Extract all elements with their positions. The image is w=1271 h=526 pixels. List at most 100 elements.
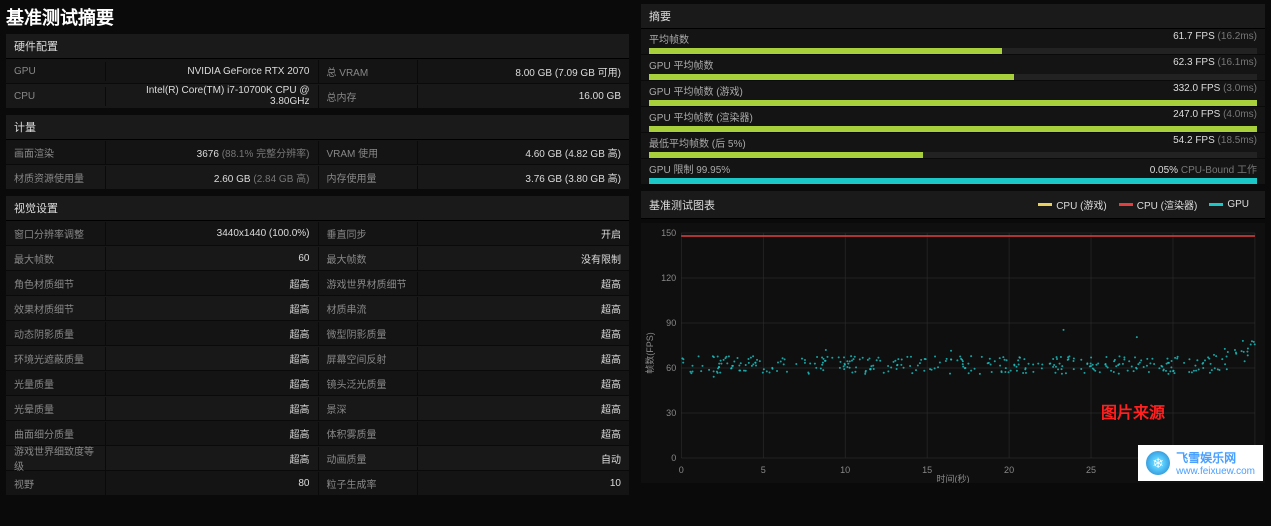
cell-value: 3676 (88.1% 完整分辨率) <box>106 141 318 164</box>
cell-label: 总 VRAM <box>318 60 418 83</box>
svg-text:0: 0 <box>679 465 684 475</box>
cell-value: 超高 <box>418 322 630 345</box>
legend-swatch <box>1119 203 1133 206</box>
svg-text:20: 20 <box>1004 465 1014 475</box>
cell-value: 超高 <box>418 297 630 320</box>
cell-label: 材质串流 <box>318 297 418 320</box>
cell-value: 超高 <box>106 372 318 395</box>
table-row: 光量质量超高镜头泛光质量超高 <box>6 371 629 396</box>
summary-header: 摘要 <box>641 4 1265 29</box>
bar-value: 54.2 FPS (18.5ms) <box>1173 135 1257 150</box>
cell-value: 8.00 GB (7.09 GB 可用) <box>418 60 630 83</box>
summary-bar: 最低平均帧数 (后 5%)54.2 FPS (18.5ms) <box>641 133 1265 159</box>
cell-label: VRAM 使用 <box>318 141 418 164</box>
cell-label: 景深 <box>318 397 418 420</box>
summary-bar: GPU 平均帧数 (游戏) 332.0 FPS (3.0ms) <box>641 81 1265 107</box>
table-row: 视野80粒子生成率10 <box>6 471 629 496</box>
table-row: GPUNVIDIA GeForce RTX 2070总 VRAM8.00 GB … <box>6 59 629 84</box>
chart-header: 基准测试图表 <box>649 197 715 213</box>
cell-value: 超高 <box>106 347 318 370</box>
cell-value: 超高 <box>106 297 318 320</box>
cell-value: 超高 <box>418 347 630 370</box>
watermark-site: ❄ 飞雪娱乐网 www.feixuew.com <box>1138 445 1263 481</box>
cell-value: 超高 <box>418 272 630 295</box>
cell-label: CPU <box>6 87 106 106</box>
cell-value: 2.60 GB (2.84 GB 高) <box>106 166 318 189</box>
bar-value: 61.7 FPS (16.2ms) <box>1173 31 1257 46</box>
chart-section: 基准测试图表 CPU (游戏)CPU (渲染器)GPU 030609012015… <box>641 191 1265 483</box>
table-row: 动态阴影质量超高微型阴影质量超高 <box>6 321 629 346</box>
bar-label: GPU 平均帧数 (渲染器) <box>649 109 753 124</box>
cell-label: 窗口分辨率调整 <box>6 222 106 245</box>
summary-bar: 平均帧数 61.7 FPS (16.2ms) <box>641 29 1265 55</box>
cell-label: GPU <box>6 62 106 81</box>
page-title: 基准测试摘要 <box>6 4 629 30</box>
legend-label: GPU <box>1227 199 1249 210</box>
bar-label: GPU 平均帧数 <box>649 57 713 72</box>
cell-label: 体积雾质量 <box>318 422 418 445</box>
visual-section: 视觉设置 窗口分辨率调整3440x1440 (100.0%)垂直同步开启最大帧数… <box>6 196 629 496</box>
summary-bar: GPU 限制 99.95% 0.05% CPU-Bound 工作 <box>641 159 1265 185</box>
cell-value: 超高 <box>106 272 318 295</box>
cell-label: 游戏世界材质细节 <box>318 272 418 295</box>
legend-label: CPU (游戏) <box>1056 197 1107 212</box>
metrics-header: 计量 <box>6 115 629 140</box>
cell-value: 80 <box>106 474 318 493</box>
bar-value: 62.3 FPS (16.1ms) <box>1173 57 1257 72</box>
table-row: CPUIntel(R) Core(TM) i7-10700K CPU @ 3.8… <box>6 84 629 109</box>
bar-label: GPU 限制 99.95% <box>649 161 730 176</box>
cell-label: 效果材质细节 <box>6 297 106 320</box>
hardware-section: 硬件配置 GPUNVIDIA GeForce RTX 2070总 VRAM8.0… <box>6 34 629 109</box>
cell-label: 最大帧数 <box>6 247 106 270</box>
table-row: 窗口分辨率调整3440x1440 (100.0%)垂直同步开启 <box>6 221 629 246</box>
table-row: 效果材质细节超高材质串流超高 <box>6 296 629 321</box>
table-row: 材质资源使用量2.60 GB (2.84 GB 高)内存使用量3.76 GB (… <box>6 165 629 190</box>
cell-label: 最大帧数 <box>318 247 418 270</box>
summary-bar: GPU 平均帧数 (渲染器) 247.0 FPS (4.0ms) <box>641 107 1265 133</box>
cell-value: 没有限制 <box>418 247 630 270</box>
cell-value: Intel(R) Core(TM) i7-10700K CPU @ 3.80GH… <box>106 81 318 111</box>
bar-label: GPU 平均帧数 (游戏) <box>649 83 743 98</box>
benchmark-chart: 030609012015005101520253035帧数(FPS)时间(秒) … <box>641 223 1265 483</box>
cell-label: 光晕质量 <box>6 397 106 420</box>
cell-label: 动画质量 <box>318 447 418 470</box>
cell-label: 环境光遮蔽质量 <box>6 347 106 370</box>
table-row: 最大帧数60最大帧数没有限制 <box>6 246 629 271</box>
bar-value: 332.0 FPS (3.0ms) <box>1173 83 1257 98</box>
svg-text:帧数(FPS): 帧数(FPS) <box>644 332 655 373</box>
legend-swatch <box>1209 203 1223 206</box>
cell-label: 垂直同步 <box>318 222 418 245</box>
hardware-header: 硬件配置 <box>6 34 629 59</box>
svg-text:时间(秒): 时间(秒) <box>936 473 969 483</box>
cell-label: 总内存 <box>318 85 418 108</box>
cell-value: 开启 <box>418 222 630 245</box>
table-row: 角色材质细节超高游戏世界材质细节超高 <box>6 271 629 296</box>
svg-text:120: 120 <box>661 273 676 283</box>
legend-item: CPU (游戏) <box>1038 197 1107 212</box>
bar-label: 平均帧数 <box>649 31 689 46</box>
cell-value: 超高 <box>418 397 630 420</box>
cell-label: 光量质量 <box>6 372 106 395</box>
svg-text:60: 60 <box>666 363 676 373</box>
watermark-name: 飞雪娱乐网 <box>1176 449 1255 466</box>
cell-value: 超高 <box>106 447 318 470</box>
cell-label: 画面渲染 <box>6 141 106 164</box>
cell-label: 角色材质细节 <box>6 272 106 295</box>
bar-value: 247.0 FPS (4.0ms) <box>1173 109 1257 124</box>
legend-item: CPU (渲染器) <box>1119 197 1198 212</box>
cell-value: 超高 <box>106 397 318 420</box>
cell-value: 16.00 GB <box>418 87 630 106</box>
cell-value: 超高 <box>106 322 318 345</box>
watermark-source: 图片来源 <box>1101 399 1165 423</box>
cell-label: 材质资源使用量 <box>6 166 106 189</box>
cell-value: 10 <box>418 474 630 493</box>
bar-value: 0.05% CPU-Bound 工作 <box>1150 161 1257 176</box>
cell-value: 3.76 GB (3.80 GB 高) <box>418 166 630 189</box>
legend-label: CPU (渲染器) <box>1137 197 1198 212</box>
cell-label: 镜头泛光质量 <box>318 372 418 395</box>
svg-text:150: 150 <box>661 228 676 238</box>
cell-value: 60 <box>106 249 318 268</box>
cell-label: 内存使用量 <box>318 166 418 189</box>
cell-label: 微型阴影质量 <box>318 322 418 345</box>
cell-value: 超高 <box>418 422 630 445</box>
